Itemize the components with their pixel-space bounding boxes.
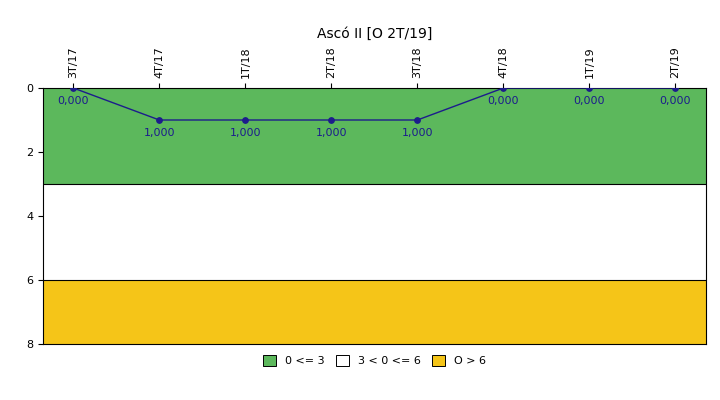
Point [240, 117, 251, 123]
Point [498, 85, 509, 91]
Bar [43, 184, 706, 280]
Text: 1,000: 1,000 [143, 128, 175, 138]
Text: 0,000: 0,000 [574, 96, 606, 106]
Text: 0,000: 0,000 [58, 96, 89, 106]
Point [412, 117, 423, 123]
Bar [43, 88, 706, 184]
Text: 1,000: 1,000 [230, 128, 261, 138]
Text: 1,000: 1,000 [315, 128, 347, 138]
Title: Ascó II [O 2T/19]: Ascó II [O 2T/19] [317, 27, 432, 41]
Legend: 0 <= 3, 3 < 0 <= 6, O > 6: 0 <= 3, 3 < 0 <= 6, O > 6 [257, 349, 492, 372]
Text: 1,000: 1,000 [402, 128, 433, 138]
Point [153, 117, 165, 123]
Point [68, 85, 79, 91]
Point [584, 85, 595, 91]
Point [325, 117, 337, 123]
Text: 0,000: 0,000 [487, 96, 519, 106]
Bar [43, 280, 706, 344]
Text: 0,000: 0,000 [660, 96, 691, 106]
Point [670, 85, 681, 91]
